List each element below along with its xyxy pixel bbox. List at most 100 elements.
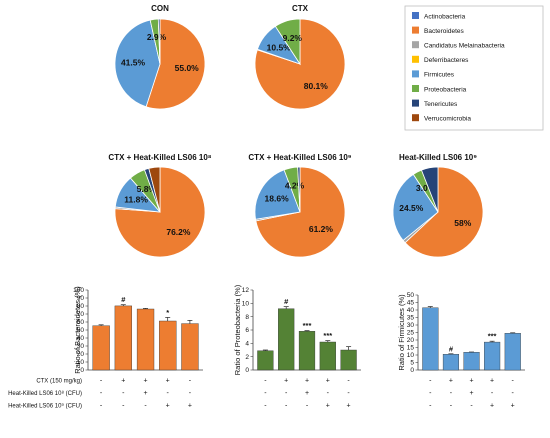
pie-slice-label: 41.5% [121, 58, 146, 68]
condition-sign: - [100, 390, 103, 397]
condition-sign: - [264, 403, 267, 410]
pie-slice [145, 18, 206, 110]
pie-slice [392, 173, 439, 241]
legend-label: Deferribacteres [424, 57, 469, 64]
significance-mark: * [166, 308, 169, 317]
pie-slice-label: 9.2% [283, 33, 303, 43]
y-tick-label: 4 [245, 341, 249, 348]
pie-slice-label: 55.0% [175, 63, 200, 73]
legend-swatch [412, 99, 419, 107]
significance-mark: # [284, 297, 289, 306]
condition-sign: - [306, 403, 309, 410]
y-axis-label: Ratio of Bacteroidetes (%) [73, 286, 82, 374]
condition-label: CTX (150 mg/kg) [36, 379, 82, 385]
pie-slice [297, 166, 301, 213]
pie-title: CTX [292, 4, 309, 13]
bar [504, 333, 521, 371]
y-tick-label: 50 [407, 292, 415, 299]
legend-swatch [412, 26, 419, 34]
bar [298, 331, 316, 371]
condition-sign: - [327, 390, 330, 397]
pie-slice-label: 80.1% [304, 81, 329, 91]
condition-sign: + [143, 378, 147, 385]
legend-label: Tenericutes [424, 101, 458, 108]
y-tick-label: 25 [407, 330, 415, 337]
y-tick-label: 20 [77, 351, 85, 358]
condition-sign: + [166, 403, 170, 410]
condition-sign: - [100, 403, 103, 410]
condition-sign: + [326, 403, 330, 410]
condition-sign: + [511, 403, 515, 410]
y-tick-label: 50 [77, 327, 85, 334]
pie-slice [420, 166, 439, 213]
y-tick-label: 6 [245, 327, 249, 334]
pie-slice-label: 61.2% [309, 224, 334, 234]
y-tick-label: 2 [245, 354, 249, 361]
condition-sign: + [284, 378, 288, 385]
y-tick-label: 10 [242, 301, 250, 308]
condition-label: Heat-Killed LS06 10⁹ (CFU) [8, 403, 82, 410]
bar [442, 354, 460, 371]
pie-title: CON [151, 4, 169, 13]
condition-sign: - [450, 390, 453, 397]
y-tick-label: 30 [77, 343, 85, 350]
bar [92, 325, 110, 371]
y-axis-label: Ratio of Proteobacteria (%) [233, 284, 242, 375]
condition-sign: + [469, 390, 473, 397]
y-tick-label: 0 [80, 367, 84, 374]
legend-swatch [412, 41, 419, 49]
legend-label: Candidatus Melainabacteria [424, 43, 505, 50]
condition-sign: + [490, 403, 494, 410]
significance-mark: # [449, 344, 454, 353]
y-tick-label: 35 [407, 315, 415, 322]
legend-swatch [412, 70, 419, 78]
condition-sign: - [429, 390, 432, 397]
pie-title: CTX + Heat-Killed LS06 10⁹ [248, 153, 351, 162]
condition-sign: + [449, 378, 453, 385]
condition-sign: - [122, 403, 125, 410]
condition-sign: + [121, 378, 125, 385]
legend-swatch [412, 12, 419, 19]
y-tick-label: 45 [407, 300, 415, 307]
pie-slice-label: 24.5% [399, 203, 424, 213]
y-tick-label: 80 [77, 303, 85, 310]
condition-sign: - [285, 390, 288, 397]
condition-sign: - [512, 378, 515, 385]
condition-sign: - [429, 403, 432, 410]
condition-sign: + [143, 390, 147, 397]
bar [181, 323, 199, 371]
pie-slice-label: 5.8% [137, 184, 157, 194]
pie-slice [157, 18, 161, 65]
condition-sign: + [326, 378, 330, 385]
condition-sign: - [512, 390, 515, 397]
condition-sign: - [100, 378, 103, 385]
legend-label: Proteobacteria [424, 86, 467, 93]
y-tick-label: 12 [242, 287, 250, 294]
condition-sign: - [167, 390, 170, 397]
pie-charts: CON 55.0% 41.5% 2.9% CTX 80.1% 10.5%9.2% CTX + … [108, 4, 484, 258]
condition-sign: - [144, 403, 147, 410]
condition-sign: + [305, 378, 309, 385]
y-tick-label: 90 [77, 295, 85, 302]
legend-frame [404, 5, 544, 131]
legend-swatch [412, 85, 419, 92]
legend-swatch [412, 114, 419, 122]
bar [278, 308, 295, 371]
condition-sign: - [347, 378, 350, 385]
legend-label: Actinobacteria [424, 13, 466, 20]
condition-sign: - [122, 390, 125, 397]
pie-slice-label: 76.2% [166, 227, 191, 237]
y-tick-label: 8 [245, 314, 249, 321]
condition-sign: + [490, 378, 494, 385]
significance-mark: # [121, 295, 126, 304]
pie-chart: CTX 80.1% 10.5%9.2% [254, 4, 346, 110]
pie-slice [254, 169, 301, 220]
y-tick-label: 10 [407, 352, 415, 359]
bar [136, 308, 155, 371]
condition-sign: - [189, 378, 192, 385]
y-tick-label: 5 [410, 360, 414, 367]
condition-sign: - [347, 390, 350, 397]
